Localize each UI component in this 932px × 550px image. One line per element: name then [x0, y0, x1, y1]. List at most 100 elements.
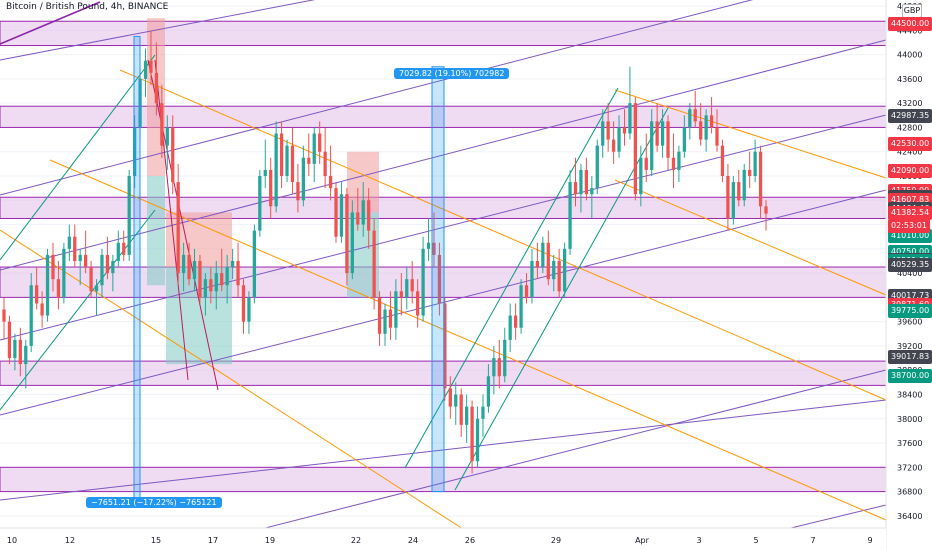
candle-body — [601, 121, 605, 146]
candle-body — [220, 273, 224, 286]
position-boxes[interactable] — [147, 18, 379, 365]
candle-body — [187, 254, 191, 280]
candle-body — [296, 182, 300, 201]
candle-body — [405, 279, 409, 298]
time-tick-label: 7 — [810, 536, 815, 545]
candle-body — [715, 127, 719, 146]
candle-body — [149, 60, 153, 73]
candle-body — [94, 285, 99, 292]
candle-body — [726, 176, 730, 219]
channel-line — [0, 0, 754, 196]
time-tick-label: Apr — [635, 536, 650, 545]
candle-body — [13, 339, 17, 359]
candle-body — [100, 254, 104, 286]
candle-body — [203, 279, 208, 298]
candle-body — [584, 169, 589, 195]
measure-bar — [133, 35, 141, 499]
candle-body — [410, 279, 414, 292]
time-tick-label: 15 — [151, 536, 161, 545]
time-axis[interactable]: 10 12 15 17 19 22 24 26 29 Apr 3 5 7 9 — [0, 527, 886, 550]
candle-body — [318, 133, 322, 152]
price-tick-label: 38400 — [897, 390, 922, 399]
price-zone — [0, 466, 887, 493]
candle-body — [29, 285, 33, 346]
candle-body — [644, 157, 648, 170]
candle-body — [116, 242, 120, 261]
channel-line — [0, 0, 316, 61]
symbol-title[interactable]: Bitcoin / British Pound, 4h, BINANCE — [6, 2, 169, 12]
candle-body — [73, 236, 77, 261]
candle-body — [367, 200, 371, 231]
candle-body — [214, 273, 218, 292]
candle-body — [606, 121, 610, 140]
candle-body — [274, 133, 278, 207]
candle-body — [209, 279, 213, 292]
time-tick-label: 24 — [408, 536, 418, 545]
price-marker: 42090.00 — [888, 163, 932, 178]
time-tick-label: 10 — [7, 536, 17, 545]
fib-line — [49, 159, 887, 521]
candle-body — [394, 291, 398, 328]
time-tick-label: 5 — [753, 536, 758, 545]
price-axis[interactable]: 3640036800372003760038000384003880039200… — [885, 0, 932, 550]
time-tick-label: 22 — [351, 536, 361, 545]
measurement-label-down: −7651.21 (−17.22%) −765121 — [86, 497, 222, 508]
trend-line — [0, 1, 101, 45]
candle-body — [198, 260, 202, 298]
candle-body — [132, 127, 137, 176]
candle-body — [285, 145, 289, 176]
candle-body — [345, 194, 349, 274]
fib-line — [119, 69, 887, 401]
candle-body — [611, 139, 616, 152]
price-zone — [0, 20, 887, 47]
candle-body — [301, 157, 305, 201]
candle-body — [524, 285, 529, 298]
time-tick-label: 17 — [208, 536, 218, 545]
candlestick-series — [2, 30, 768, 474]
candle-body — [443, 303, 447, 389]
candle-body — [617, 127, 621, 152]
candle-body — [753, 151, 757, 176]
candle-body — [508, 315, 512, 340]
time-tick-label: 26 — [465, 536, 475, 545]
candle-body — [764, 206, 768, 214]
candle-body — [165, 127, 169, 146]
candle-body — [426, 242, 431, 249]
candle-body — [388, 309, 393, 328]
candle-body — [67, 236, 71, 249]
time-axis-bg — [0, 528, 886, 550]
price-tick-label: 37200 — [897, 463, 922, 472]
candle-body — [666, 121, 670, 158]
candle-body — [35, 285, 39, 304]
candle-body — [568, 182, 572, 249]
price-marker: 41382.54 — [888, 206, 932, 221]
candle-body — [459, 394, 463, 425]
candle-body — [475, 418, 480, 462]
candle-body — [448, 388, 452, 407]
candle-body — [486, 376, 491, 407]
candle-body — [328, 176, 333, 189]
candle-body — [181, 254, 186, 274]
candle-body — [127, 176, 131, 255]
candle-body — [682, 127, 686, 152]
candle-body — [677, 151, 681, 170]
candle-body — [497, 358, 501, 377]
candle-body — [89, 267, 93, 292]
candle-body — [503, 339, 507, 377]
candle-body — [24, 345, 28, 365]
currency-badge[interactable]: GBP — [902, 4, 922, 18]
candle-body — [633, 103, 638, 195]
candle-body — [650, 121, 654, 170]
measurement-label-up: 7029.82 (19.10%) 702982 — [394, 68, 510, 79]
candle-body — [465, 406, 469, 425]
fib-line — [614, 179, 887, 296]
candle-body — [709, 115, 714, 128]
channel-line — [0, 39, 887, 271]
price-tick-label: 43200 — [897, 99, 922, 108]
candle-body — [334, 188, 338, 237]
trend-line — [147, 59, 219, 391]
candle-body — [758, 151, 763, 207]
candle-body — [481, 406, 485, 419]
candle-body — [383, 309, 387, 334]
